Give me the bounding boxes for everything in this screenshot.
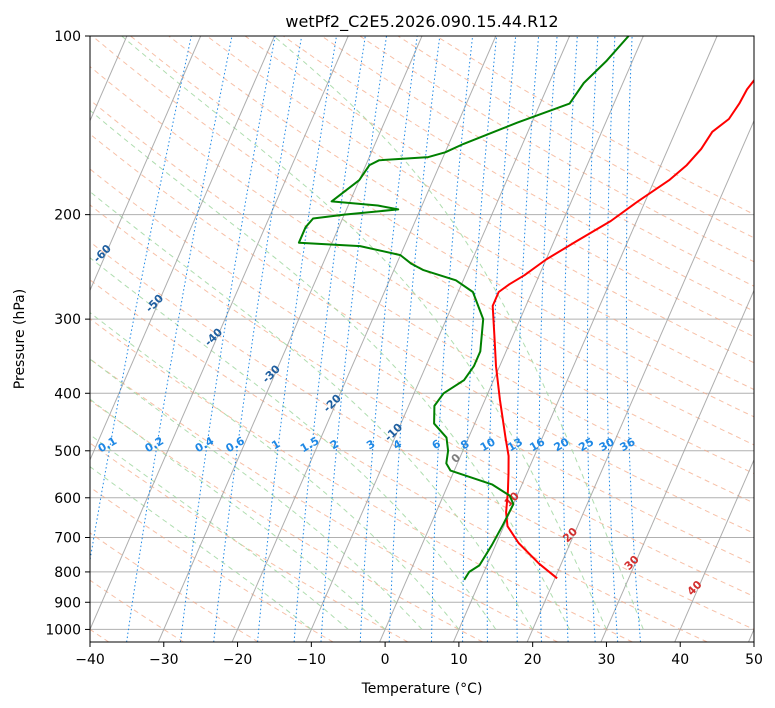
x-tick-label: 10: [450, 652, 468, 668]
isotherm: [231, 36, 497, 642]
moist-adiabat: [273, 36, 644, 630]
y-axis-label: Pressure (hPa): [12, 289, 28, 389]
dry-adiabat: [206, 36, 754, 364]
x-tick-label: 30: [598, 652, 616, 668]
dry-adiabat: [90, 204, 754, 598]
mixing-ratio-line: [179, 36, 276, 642]
x-tick-label: 20: [524, 652, 542, 668]
dry-adiabat: [90, 486, 334, 642]
x-axis: −40 −30 −20 −10 0 10 20 30 40 50: [75, 642, 763, 668]
x-axis-label: Temperature (°C): [361, 681, 483, 697]
x-tick-label: −20: [223, 652, 253, 668]
plot-frame: [89, 35, 755, 643]
y-tick-label: 900: [54, 595, 81, 611]
plot-background: [90, 36, 754, 642]
y-tick-label: 500: [54, 444, 81, 460]
isotherm: [90, 36, 349, 631]
isotherm: [526, 119, 754, 642]
dry-adiabat: [90, 133, 754, 534]
dry-adiabat: [90, 168, 754, 566]
dry-adiabat: [90, 399, 483, 642]
y-tick-label: 200: [54, 208, 81, 224]
mixing-ratio-line: [213, 36, 303, 642]
mixing-ratio-line: [90, 36, 192, 563]
x-tick-label: 40: [671, 652, 689, 668]
isotherm: [600, 289, 754, 642]
x-tick-label: −40: [75, 652, 105, 668]
dry-adiabat: [90, 279, 708, 642]
y-tick-label: 600: [54, 491, 81, 507]
y-tick-label: 800: [54, 565, 81, 581]
isotherm: [452, 36, 718, 642]
y-tick-label: 1000: [45, 622, 81, 638]
y-axis: 100 200 300 400 500 600 700 800 900 1000: [45, 29, 90, 638]
y-tick-label: 400: [54, 386, 81, 402]
isotherm: [305, 36, 571, 642]
moist-adiabat: [121, 36, 607, 630]
isotherm: [674, 458, 754, 642]
moist-adiabat: [90, 434, 349, 630]
moist-adiabat: [90, 312, 460, 630]
dry-adiabat: [283, 36, 754, 312]
mixing-ratio-line: [126, 36, 233, 642]
isotherm: [379, 36, 644, 642]
mixing-ratio-line: [538, 36, 558, 642]
y-tick-label: 100: [54, 29, 81, 45]
moist-adiabat: [90, 109, 571, 630]
x-tick-label: 0: [381, 652, 390, 668]
mixing-ratio-line: [257, 36, 337, 642]
x-tick-label: −10: [297, 652, 327, 668]
chart-title: wetPf2_C2E5.2026.090.15.44.R12: [285, 12, 558, 32]
moist-adiabat: [90, 398, 386, 630]
moist-adiabat: [90, 358, 423, 630]
dry-adiabat: [90, 65, 754, 475]
x-tick-label: 50: [745, 652, 763, 668]
isotherm: [90, 36, 202, 292]
profile-lines: [297, 36, 754, 581]
isotherm: [157, 36, 423, 642]
dry-adiabat: [130, 36, 754, 418]
dry-adiabat: [90, 358, 558, 642]
dry-adiabat: [90, 241, 754, 630]
dewpoint-profile: [297, 36, 630, 581]
background-lines: [90, 36, 754, 642]
isotherm: [90, 36, 275, 462]
moist-adiabat: [90, 191, 534, 630]
y-tick-label: 300: [54, 312, 81, 328]
y-tick-label: 700: [54, 531, 81, 547]
x-tick-label: −30: [149, 652, 179, 668]
